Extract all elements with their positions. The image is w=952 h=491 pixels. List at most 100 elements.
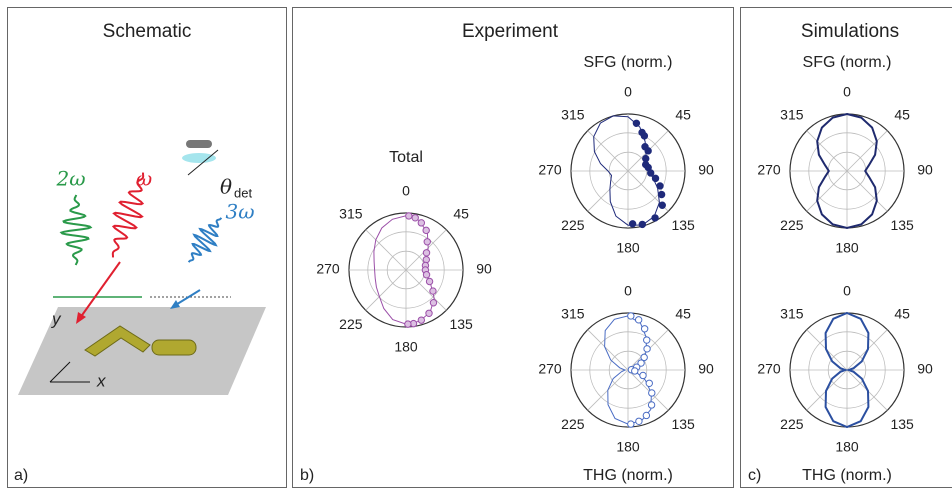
detector [186, 140, 212, 148]
theta-tick-label: 135 [890, 416, 914, 432]
data-point [426, 278, 432, 284]
theta-tick-label: 180 [616, 240, 640, 256]
label: θ [220, 175, 232, 199]
data-point [636, 418, 642, 424]
theta-tick-label: 225 [780, 416, 804, 432]
theta-tick-label: 315 [780, 107, 804, 123]
theta-tick-label: 270 [757, 361, 781, 377]
theta-tick-label: 180 [835, 439, 859, 455]
panel-label: b) [300, 467, 314, 484]
theta-tick-label: 0 [402, 183, 410, 199]
panel-frame [293, 8, 734, 488]
theta-tick-label: 180 [835, 240, 859, 256]
schematic: 2ω ω 3ω θ det x y [18, 140, 266, 395]
axis-label: x [96, 371, 106, 390]
theta-tick-label: 135 [449, 316, 473, 332]
data-point [652, 175, 658, 181]
panel-title: Experiment [462, 21, 559, 42]
panel-frame [8, 8, 287, 488]
theta-tick-label: 270 [757, 162, 781, 178]
data-point [430, 288, 436, 294]
theta-tick-label: 45 [453, 206, 469, 222]
theta-tick-label: 315 [561, 306, 585, 322]
theta-tick-label: 0 [843, 283, 851, 299]
data-point [406, 213, 412, 219]
grid-spoke [847, 131, 887, 171]
theta-tick-label: 315 [561, 107, 585, 123]
data-point [628, 421, 634, 427]
theta-tick-label: 225 [339, 316, 363, 332]
data-point [632, 368, 638, 374]
data-point [644, 337, 650, 343]
theta-tick-label: 45 [675, 107, 691, 123]
grid-spoke [588, 330, 628, 370]
theta-tick-label: 315 [780, 306, 804, 322]
theta-tick-label: 315 [339, 206, 363, 222]
data-point [628, 313, 634, 319]
data-point [640, 372, 646, 378]
polarizer [182, 153, 216, 163]
chart-footer: THG (norm.) [583, 467, 673, 484]
panel-title: Simulations [801, 21, 899, 42]
theta-tick-label: 45 [894, 306, 910, 322]
theta-tick-label: 90 [476, 261, 492, 277]
theta-tick-label: 270 [538, 361, 562, 377]
theta-tick-label: 180 [394, 339, 418, 355]
data-point [645, 148, 651, 154]
data-point [659, 202, 665, 208]
data-point [418, 317, 424, 323]
data-point [423, 256, 429, 262]
theta-tick-label: 270 [538, 162, 562, 178]
chart-title: SFG (norm.) [803, 54, 892, 71]
data-point [633, 120, 639, 126]
theta-tick-label: 135 [671, 416, 695, 432]
data-point [629, 221, 635, 227]
grid-spoke [366, 230, 406, 270]
data-point [648, 402, 654, 408]
data-point [641, 326, 647, 332]
theta-tick-label: 225 [561, 416, 585, 432]
data-point [658, 191, 664, 197]
data-point [430, 300, 436, 306]
wave-packet [113, 173, 143, 258]
theta-tick-label: 270 [316, 261, 340, 277]
grid-spoke [807, 131, 847, 171]
theta-tick-label: 45 [894, 107, 910, 123]
theta-tick-label: 0 [843, 84, 851, 100]
chart-title: Total [389, 149, 423, 166]
theta-tick-label: 90 [917, 162, 933, 178]
data-point [657, 183, 663, 189]
theta-tick-label: 135 [890, 217, 914, 233]
data-point [639, 221, 645, 227]
data-point [418, 220, 424, 226]
data-point [649, 390, 655, 396]
data-point [423, 250, 429, 256]
panel-label: a) [14, 467, 28, 484]
data-point [643, 412, 649, 418]
label: 2ω [55, 167, 85, 191]
data-point [641, 133, 647, 139]
data-point [643, 155, 649, 161]
data-point [646, 380, 652, 386]
theta-tick-label: 90 [698, 361, 714, 377]
data-point [635, 317, 641, 323]
data-point [412, 215, 418, 221]
data-point [644, 346, 650, 352]
data-point [423, 227, 429, 233]
nanostructure [152, 340, 196, 355]
axis-label: y [51, 309, 62, 328]
chart-title: SFG (norm.) [584, 54, 673, 71]
theta-tick-label: 45 [675, 306, 691, 322]
label: ω [136, 167, 152, 191]
label: 3ω [225, 200, 254, 224]
data-point [423, 272, 429, 278]
grid-spoke [807, 171, 847, 211]
theta-tick-label: 180 [616, 439, 640, 455]
grid-spoke [366, 270, 406, 310]
data-point [652, 215, 658, 221]
theta-tick-label: 0 [624, 283, 632, 299]
data-point [405, 321, 411, 327]
wave-packet [189, 218, 222, 262]
figure: Schematic Experiment Simulations a) b) c… [0, 0, 952, 491]
grid-spoke [588, 171, 628, 211]
